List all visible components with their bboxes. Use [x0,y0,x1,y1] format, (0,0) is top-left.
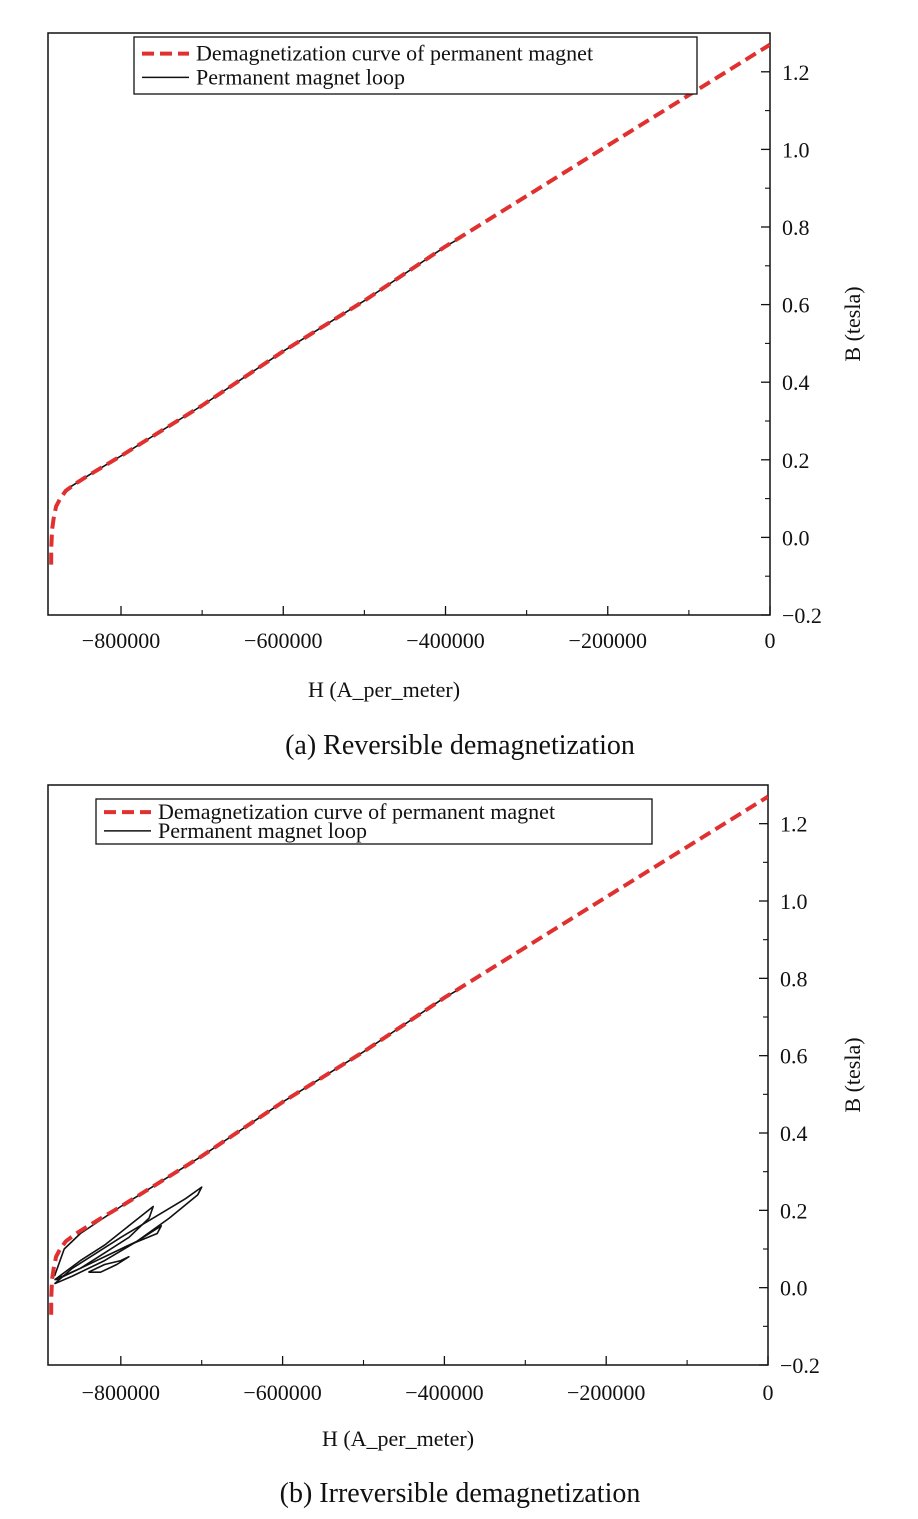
y-tick-label: 1.2 [782,60,810,85]
x-tick-label: −200000 [567,1380,645,1405]
y-tick-label: 0.2 [782,448,810,473]
y-tick-label: 0.8 [780,966,808,991]
legend-box [95,798,653,845]
y-tick-label: 0.8 [782,215,810,240]
x-axis-label-a: H (A_per_meter) [308,677,460,702]
chart-panel-b: −800000 −600000 −400000 −200000 0−0.2 0.0 0.2 0… [47,784,865,1405]
caption-a: (a) Reversible demagnetization [285,730,635,761]
x-tick-label: −800000 [82,1380,160,1405]
series-group [49,42,770,565]
y-tick-label: 0.6 [780,1044,808,1069]
caption-b: (b) Irreversible demagnetization [280,1478,641,1509]
y-axis-label: B (tesla) [840,1037,865,1112]
plot-frame [47,32,771,616]
legend-box [133,36,698,95]
series-group [49,794,768,1315]
x-axis-label-b: H (A_per_meter) [322,1426,474,1451]
y-tick-label: 0.2 [780,1198,808,1223]
y-tick-label: 0.4 [782,370,810,395]
magnet-loop-line [54,1205,154,1281]
y-tick-label: −0.2 [782,603,822,628]
legend: Demagnetization curve of permanent magne… [95,798,653,845]
legend-entry: Permanent magnet loop [158,818,367,843]
x-tick-label: −600000 [243,1380,321,1405]
legend-entry: Demagnetization curve of permanent magne… [196,41,593,66]
plot-frame [47,784,769,1366]
x-tick-label: 0 [763,1380,774,1405]
x-tick-label: −800000 [82,628,160,653]
y-tick-label: 0.6 [782,293,810,318]
magnet-loop-line [88,1255,130,1273]
chart-panel-a: −800000 −600000 −400000 −200000 0−0.2 0.0 0.2 0… [47,32,865,653]
y-tick-label: 0.4 [780,1121,808,1146]
y-tick-label: 1.0 [780,889,808,914]
x-tick-label: −400000 [406,628,484,653]
magnet-loop-line [53,985,465,1277]
y-tick-label: 1.2 [780,812,808,837]
demag-curve-line [49,794,768,1315]
x-tick-label: −200000 [569,628,647,653]
legend-entry: Permanent magnet loop [196,64,405,89]
y-tick-label: 0.0 [780,1276,808,1301]
legend: Demagnetization curve of permanent magne… [133,36,698,95]
x-tick-label: 0 [765,628,776,653]
demag-curve-line [49,42,770,565]
y-tick-label: 0.0 [782,525,810,550]
magnet-loop-line [53,1186,203,1285]
legend-entry: Demagnetization curve of permanent magne… [158,799,555,824]
x-tick-label: −600000 [244,628,322,653]
x-tick-label: −400000 [405,1380,483,1405]
y-axis-label: B (tesla) [840,286,865,361]
y-tick-label: 1.0 [782,137,810,162]
magnet-loop-line [55,1225,163,1281]
y-tick-label: −0.2 [780,1353,820,1378]
